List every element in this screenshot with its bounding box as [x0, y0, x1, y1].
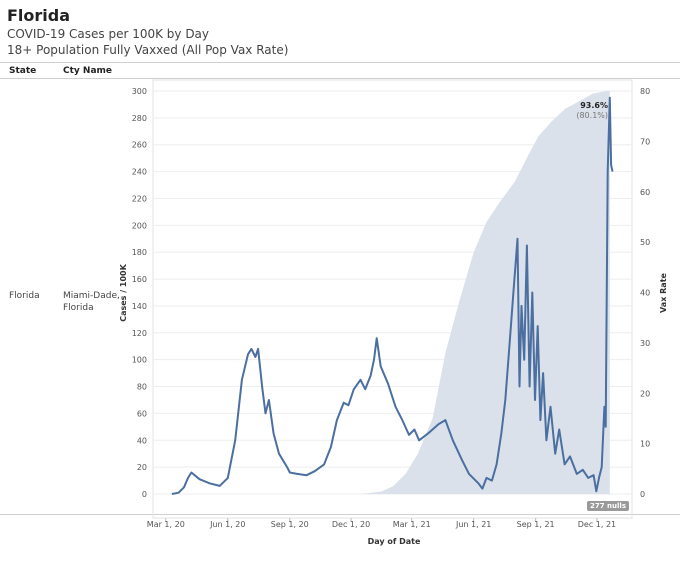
- row-label-city-line1: Miami-Dade,: [63, 291, 120, 301]
- y-tick-label: 120: [132, 329, 147, 338]
- y-tick-label: 140: [132, 302, 147, 311]
- peak-vax-all-label: (80.1%): [576, 111, 608, 120]
- y-tick-label: 40: [137, 436, 147, 445]
- y2-tick-label: 40: [640, 289, 650, 298]
- x-axis-title: Day of Date: [368, 537, 421, 546]
- y2-tick-label: 0: [640, 490, 645, 499]
- peak-vax-label: 93.6%: [580, 101, 608, 110]
- nulls-indicator[interactable]: 277 nulls: [587, 501, 629, 511]
- y-tick-label: 0: [142, 490, 147, 499]
- header-divider-top: [0, 62, 680, 63]
- y2-tick-label: 30: [640, 339, 650, 348]
- header-divider-bottom: [0, 78, 680, 79]
- y-tick-label: 260: [132, 141, 147, 150]
- page-title: Florida: [7, 6, 71, 25]
- x-tick-label: Mar 1, 20: [147, 520, 185, 529]
- x-tick-label: Jun 1, 21: [455, 520, 491, 529]
- y-tick-label: 80: [137, 383, 147, 392]
- y-tick-label: 180: [132, 248, 147, 257]
- row-label-city-line2: Florida: [63, 303, 94, 313]
- x-tick-label: Sep 1, 20: [271, 520, 309, 529]
- y-tick-label: 200: [132, 221, 147, 230]
- y2-axis-title: Vax Rate: [659, 272, 668, 312]
- x-tick-label: Dec 1, 21: [578, 520, 616, 529]
- plot-frame: [152, 79, 633, 519]
- y-tick-label: 280: [132, 114, 147, 123]
- row-label-state: Florida: [9, 291, 40, 301]
- y2-tick-label: 60: [640, 188, 650, 197]
- chart-subtitle-vax: 18+ Population Fully Vaxxed (All Pop Vax…: [7, 43, 289, 57]
- vax-rate-area[interactable]: [360, 90, 610, 495]
- y2-tick-label: 70: [640, 137, 650, 146]
- y-tick-label: 20: [137, 463, 147, 472]
- y-tick-label: 300: [132, 87, 147, 96]
- y2-tick-label: 50: [640, 238, 650, 247]
- row-divider-bottom: [0, 514, 680, 515]
- y-tick-label: 160: [132, 275, 147, 284]
- cases-per-100k-line[interactable]: [171, 96, 614, 495]
- column-header-state[interactable]: State: [9, 66, 37, 76]
- x-tick-label: Sep 1, 21: [517, 520, 555, 529]
- x-tick-label: Dec 1, 20: [332, 520, 370, 529]
- y2-tick-label: 20: [640, 389, 650, 398]
- y-tick-label: 100: [132, 356, 147, 365]
- y2-tick-label: 10: [640, 440, 650, 449]
- x-tick-label: Mar 1, 21: [393, 520, 431, 529]
- y-tick-label: 60: [137, 409, 147, 418]
- y-axis-title: Cases / 100K: [119, 263, 128, 321]
- column-header-city[interactable]: Cty Name: [63, 66, 112, 76]
- chart-subtitle-cases: COVID-19 Cases per 100K by Day: [7, 27, 210, 41]
- y2-tick-label: 80: [640, 87, 650, 96]
- x-tick-label: Jun 1, 20: [209, 520, 245, 529]
- y-tick-label: 240: [132, 168, 147, 177]
- y-tick-label: 220: [132, 194, 147, 203]
